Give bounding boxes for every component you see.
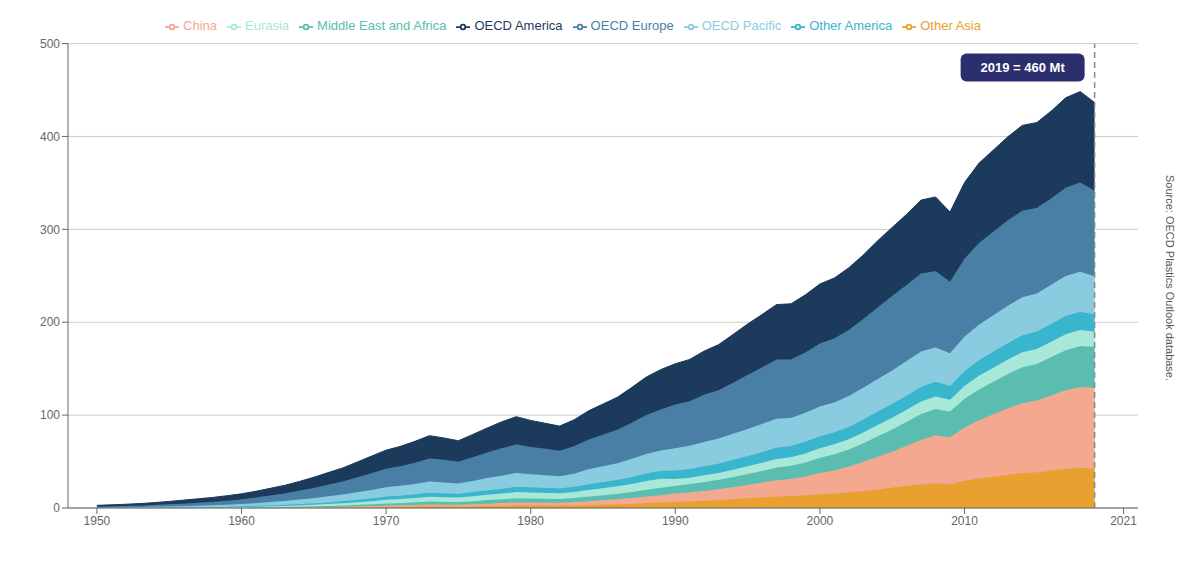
html-text:Other America: Other America [809, 18, 893, 33]
svg-text:2021: 2021 [1110, 514, 1137, 528]
html-text:OECD America: OECD America [474, 18, 563, 33]
svg-text:100: 100 [40, 408, 60, 422]
svg-text:1950: 1950 [84, 514, 111, 528]
svg-text:1980: 1980 [517, 514, 544, 528]
svg-text:1970: 1970 [373, 514, 400, 528]
html-text:Eurasia: Eurasia [245, 18, 290, 33]
svg-text:500: 500 [40, 37, 60, 51]
html-text:Other Asia: Other Asia [920, 18, 981, 33]
svg-text:2000: 2000 [807, 514, 834, 528]
html-text:China: China [183, 18, 217, 33]
svg-text:2010: 2010 [951, 514, 978, 528]
html-text:OECD Pacific: OECD Pacific [701, 18, 782, 33]
svg-text:300: 300 [40, 223, 60, 237]
svg-text:0: 0 [53, 501, 60, 515]
html-text:OECD Europe: OECD Europe [590, 18, 674, 33]
svg-text:200: 200 [40, 315, 60, 329]
html-text:Source: OECD Plastics Outlook: Source: OECD Plastics Outlook database. [1164, 175, 1176, 381]
svg-text:2019 = 460 Mt: 2019 = 460 Mt [981, 60, 1066, 75]
svg-text:400: 400 [40, 130, 60, 144]
svg-text:1960: 1960 [228, 514, 255, 528]
svg-text:1990: 1990 [662, 514, 689, 528]
html-text:Middle East and Africa: Middle East and Africa [317, 18, 447, 33]
